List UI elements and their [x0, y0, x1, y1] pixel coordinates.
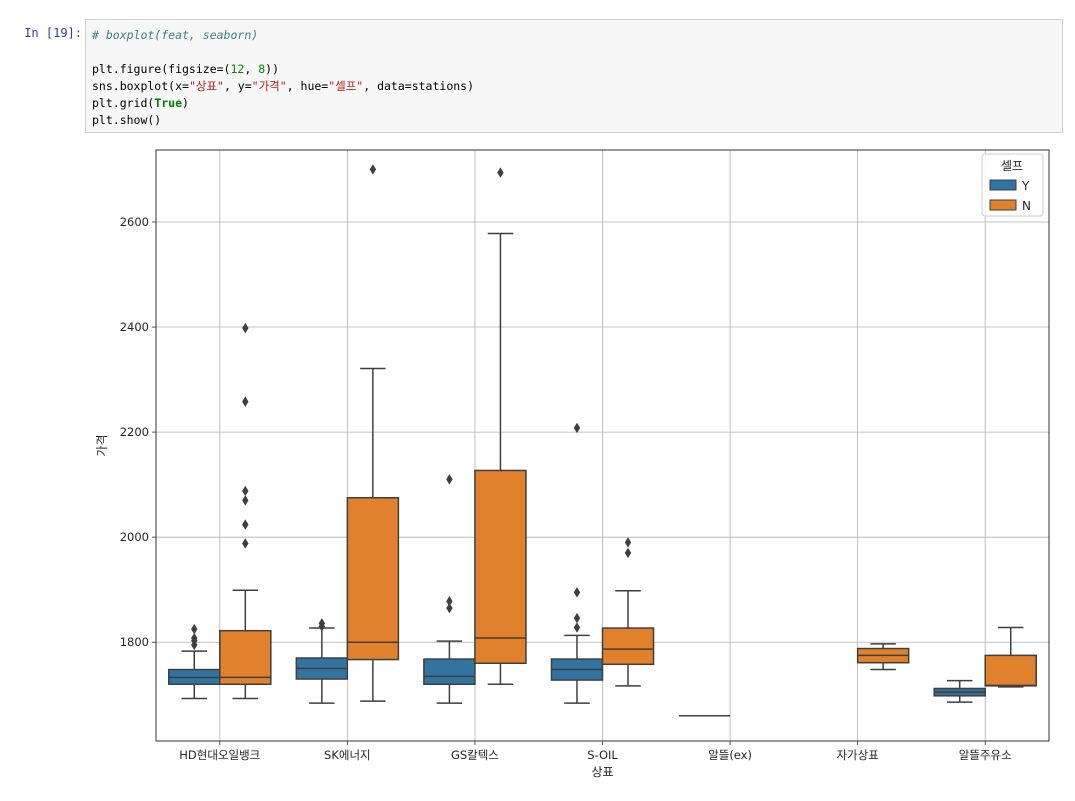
box-iqr — [423, 658, 476, 686]
box-series — [168, 164, 1037, 717]
code-token: True — [154, 96, 183, 110]
outlier-marker — [446, 602, 453, 614]
code-token: plt.show() — [92, 113, 162, 127]
code-token: # boxplot(feat, seaborn) — [92, 28, 259, 42]
code-token: "가격" — [251, 79, 287, 93]
x-tick-label: 알뜰(ex) — [708, 748, 752, 762]
code-token: , y= — [223, 79, 252, 93]
outlier-marker — [242, 538, 249, 549]
legend-swatch — [989, 199, 1017, 211]
code-token: 12 — [230, 62, 245, 76]
code-token: 8 — [258, 62, 266, 76]
code-token: )) — [265, 62, 279, 76]
y-axis-label: 가격 — [95, 434, 109, 456]
box-N-자가상표 — [856, 643, 910, 671]
box-iqr — [984, 654, 1037, 687]
box-N-SK에너지 — [346, 164, 400, 702]
outlier-marker — [624, 547, 632, 559]
code-line: # boxplot(feat, seaborn) — [92, 27, 1056, 44]
cell-prompt: In [19]: — [24, 26, 82, 40]
outlier-marker — [446, 596, 453, 607]
x-tick-label: 알뜰주유소 — [959, 748, 1012, 762]
code-line: plt.show() — [92, 112, 1056, 129]
code-line: plt.figure(figsize=(12, 8)) — [92, 61, 1056, 78]
code-token: , hue= — [286, 79, 329, 93]
y-tick-label: 2600 — [120, 215, 149, 229]
outlier-marker — [497, 167, 504, 178]
outlier-marker — [242, 485, 249, 497]
outlier-marker — [624, 537, 632, 548]
y-tick-label: 2000 — [120, 530, 149, 544]
box-Y-알뜰주유소 — [933, 679, 986, 703]
code-token: , data=stations) — [363, 79, 475, 93]
outlier-marker — [573, 422, 581, 434]
box-Y-GS칼텍스 — [423, 474, 476, 704]
outlier-marker — [191, 623, 198, 635]
box-Y-SK에너지 — [295, 618, 349, 704]
x-tick-label: 자가상표 — [836, 748, 878, 762]
code-line — [92, 44, 1056, 61]
outlier-marker — [573, 612, 581, 624]
x-axis-label: 상표 — [591, 765, 613, 779]
x-tick-label: GS칼텍스 — [451, 748, 499, 762]
box-iqr — [474, 469, 527, 665]
legend-swatch — [989, 179, 1017, 191]
box-N-GS칼텍스 — [474, 167, 527, 686]
code-token: , — [244, 62, 259, 76]
box-N-S-OIL — [601, 537, 655, 687]
outlier-marker — [242, 396, 249, 407]
code-line: plt.grid(True) — [92, 95, 1056, 112]
box-Y-S-OIL — [550, 422, 604, 704]
code-token: sns.boxplot(x= — [92, 79, 189, 93]
box-N-알뜰주유소 — [984, 626, 1037, 688]
outlier-marker — [242, 322, 249, 334]
x-tick-label: HD현대오일뱅크 — [179, 748, 260, 762]
outlier-marker — [573, 587, 581, 598]
box-iqr — [346, 497, 400, 661]
outlier-marker — [369, 164, 377, 175]
code-token: "셀프" — [328, 79, 364, 93]
box-iqr — [219, 629, 272, 686]
outlier-marker — [242, 519, 249, 530]
x-tick-label: S-OIL — [587, 748, 618, 762]
cell-output: HD현대오일뱅크 SK에너지 GS칼텍스 S-OIL 알뜰(ex) 자가상표 알뜰주유소 18… — [85, 140, 1065, 795]
code-token: plt.figure(figsize=( — [92, 62, 231, 76]
y-tick-label: 1800 — [120, 635, 149, 649]
y-tick-label: 2200 — [120, 425, 149, 439]
box-Y-HD현대오일뱅크 — [168, 623, 221, 700]
legend-title: 셀프 — [1001, 159, 1023, 173]
legend: 셀프 YN — [981, 153, 1044, 217]
outlier-marker — [318, 618, 326, 629]
code-line: sns.boxplot(x="상표", y="가격", hue="셀프", da… — [92, 78, 1056, 95]
code-token: plt.grid( — [92, 96, 155, 110]
code-cell-input[interactable]: # boxplot(feat, seaborn) plt.figure(figsi… — [85, 19, 1063, 133]
legend-label: Y — [1021, 179, 1030, 193]
box-iqr — [601, 627, 655, 666]
boxplot-chart: HD현대오일뱅크 SK에너지 GS칼텍스 S-OIL 알뜰(ex) 자가상표 알뜰주유소 18… — [95, 149, 1050, 779]
box-N-HD현대오일뱅크 — [219, 322, 272, 700]
y-tick-label: 2400 — [120, 320, 149, 334]
outlier-marker — [242, 495, 249, 506]
legend-label: N — [1022, 199, 1031, 213]
code-token: "상표" — [188, 79, 224, 93]
outlier-marker — [446, 474, 453, 485]
axes: HD현대오일뱅크 SK에너지 GS칼텍스 S-OIL 알뜰(ex) 자가상표 알뜰주유소 18… — [120, 215, 1012, 762]
code-token: ) — [182, 96, 189, 110]
x-tick-label: SK에너지 — [324, 748, 371, 762]
outlier-marker — [573, 622, 581, 633]
outlier-marker — [191, 632, 198, 644]
